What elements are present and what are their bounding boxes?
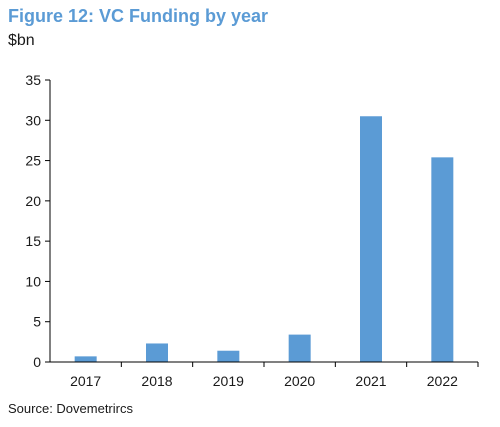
y-tick-label: 5 bbox=[33, 314, 41, 330]
bars-group bbox=[74, 116, 454, 362]
x-tick-label-2019: 2019 bbox=[213, 373, 244, 389]
y-axis-ticks: 0 5 10 15 20 25 30 35 bbox=[25, 72, 50, 370]
y-tick-label: 10 bbox=[25, 273, 41, 289]
y-tick-label: 0 bbox=[33, 354, 41, 370]
bar-2019 bbox=[217, 350, 240, 362]
y-axis-unit-label: $bn bbox=[8, 32, 35, 49]
x-tick-label-2020: 2020 bbox=[284, 373, 315, 389]
y-tick-label: 35 bbox=[25, 72, 41, 88]
x-tick-label-2021: 2021 bbox=[355, 373, 386, 389]
y-tick-label: 15 bbox=[25, 233, 41, 249]
x-tick-label-2022: 2022 bbox=[427, 373, 458, 389]
x-tick-label-2017: 2017 bbox=[70, 373, 101, 389]
y-tick-label: 30 bbox=[25, 112, 41, 128]
x-tick-label-2018: 2018 bbox=[141, 373, 172, 389]
chart-title: Figure 12: VC Funding by year bbox=[8, 6, 269, 26]
y-tick-label: 20 bbox=[25, 193, 41, 209]
y-tick-label: 25 bbox=[25, 153, 41, 169]
bar-2017 bbox=[74, 356, 97, 362]
x-axis-ticks: 2017 2018 2019 2020 2021 2022 bbox=[70, 362, 479, 389]
bar-2021 bbox=[360, 116, 382, 362]
source-note: Source: Dovemetrircs bbox=[8, 401, 133, 416]
bar-2018 bbox=[146, 343, 168, 362]
bar-2020 bbox=[288, 334, 311, 362]
bar-2022 bbox=[431, 157, 454, 362]
